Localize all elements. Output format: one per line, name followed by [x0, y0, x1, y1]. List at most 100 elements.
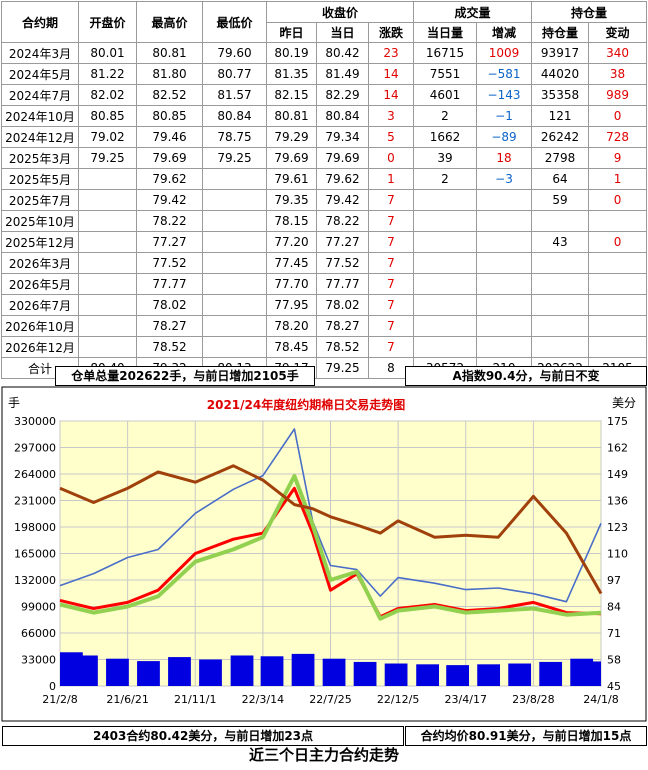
- cell-low: 80.84: [202, 105, 267, 127]
- header-oi: 持仓量: [531, 22, 590, 43]
- volume-bar: [353, 661, 377, 686]
- cell-oi: 44020: [531, 63, 590, 85]
- y-right-tick-label: 71: [607, 627, 621, 640]
- cell-high: 82.52: [136, 84, 203, 106]
- cell-volume-change: [475, 273, 533, 295]
- cell-contract: 2024年7月: [1, 84, 79, 106]
- cell-oi: [531, 336, 590, 358]
- header-volume: 当日量: [413, 22, 477, 43]
- cell-open: [78, 294, 137, 316]
- cell-high: 81.80: [136, 63, 203, 85]
- volume-bar: [106, 658, 129, 686]
- y-left-tick-label: 198000: [14, 521, 56, 534]
- cell-volume: 39: [413, 147, 477, 169]
- cell-change: 5: [368, 126, 414, 148]
- x-tick-label: 23/4/17: [445, 693, 487, 706]
- cell-high: 79.42: [136, 189, 203, 211]
- cell-volume: [413, 273, 477, 295]
- cell-low: [202, 189, 267, 211]
- cell-volume-change: [475, 294, 533, 316]
- cell-oi-change: [588, 252, 648, 274]
- cell-low: [202, 168, 267, 190]
- volume-bar: [322, 658, 346, 686]
- cell-settle: 82.29: [316, 84, 369, 106]
- header-contract: 合约期: [1, 1, 79, 43]
- bottom-caption: 近三个日主力合约走势: [248, 746, 399, 764]
- cell-open: [78, 336, 137, 358]
- x-tick-label: 21/6/21: [106, 693, 148, 706]
- cell-oi: 93917: [531, 42, 590, 64]
- x-tick-label: 22/12/5: [377, 693, 419, 706]
- cell-volume-change: [475, 231, 533, 253]
- cell-prev-settle: 77.95: [266, 294, 317, 316]
- cell-contract: 2024年5月: [1, 63, 79, 85]
- cell-settle: 77.77: [316, 273, 369, 295]
- cell-open: [78, 210, 137, 232]
- cell-prev-settle: 80.19: [266, 42, 317, 64]
- volume-bar: [75, 655, 98, 686]
- cell-oi-change: [588, 315, 648, 337]
- table-row: 2026年3月 77.52 77.45 77.52 7: [1, 252, 648, 274]
- table-row: 2025年10月 78.22 78.15 78.22 7: [1, 210, 648, 232]
- header-high: 最高价: [136, 1, 203, 43]
- y-right-tick-label: 58: [607, 654, 621, 667]
- cell-high: 78.52: [136, 336, 203, 358]
- cell-contract: 2026年12月: [1, 336, 79, 358]
- cell-volume-change: 18: [475, 147, 533, 169]
- a-index-note: A指数90.4分，与前日不变: [405, 366, 647, 386]
- y-left-tick-label: 66000: [21, 627, 56, 640]
- cell-high: 79.69: [136, 147, 203, 169]
- cell-contract: 2026年5月: [1, 273, 79, 295]
- volume-bar: [291, 653, 315, 686]
- cell-low: [202, 336, 267, 358]
- y-right-axis-label: 美分: [612, 396, 636, 410]
- cell-open: 80.85: [78, 105, 137, 127]
- cell-oi-change: 0: [588, 189, 648, 211]
- warehouse-note: 仓单总量202622手，与前日增加2105手: [55, 366, 315, 386]
- cell-oi: [531, 210, 590, 232]
- cell-contract: 2026年3月: [1, 252, 79, 274]
- cell-high: 80.85: [136, 105, 203, 127]
- header-low: 最低价: [202, 1, 267, 43]
- cell-oi-change: 9: [588, 147, 648, 169]
- cell-volume-change: −1: [475, 105, 533, 127]
- cell-oi-change: 1: [588, 168, 648, 190]
- cell-change: 7: [368, 294, 414, 316]
- cell-volume: [413, 231, 477, 253]
- cell-settle: 80.84: [316, 105, 369, 127]
- cell-oi-change: 989: [588, 84, 648, 106]
- cell-low: 78.75: [202, 126, 267, 148]
- cell-volume-change: [475, 189, 533, 211]
- header-prev-settle: 昨日: [266, 22, 317, 43]
- cell-low: [202, 294, 267, 316]
- table-row: 2025年7月 79.42 79.35 79.42 7 59 0: [1, 189, 648, 211]
- table-row: 2025年5月 79.62 79.61 79.62 1 2 −3 64 1: [1, 168, 648, 190]
- cell-low: 81.57: [202, 84, 267, 106]
- cell-high: 78.22: [136, 210, 203, 232]
- header-volume-change: 增减: [475, 22, 533, 43]
- cell-low: [202, 210, 267, 232]
- header-group-oi: 持仓量: [531, 1, 648, 23]
- average-price-line: [59, 474, 602, 621]
- cell-settle: 79.25: [316, 357, 369, 379]
- cell-settle: 79.62: [316, 168, 369, 190]
- y-right-tick-label: 110: [607, 548, 628, 561]
- cell-open: [78, 315, 137, 337]
- x-tick-label: 23/8/28: [512, 693, 554, 706]
- cell-oi: 59: [531, 189, 590, 211]
- cell-change: 0: [368, 147, 414, 169]
- y-left-tick-label: 330000: [14, 415, 56, 428]
- cell-volume: 4601: [413, 84, 477, 106]
- volume-bar: [508, 663, 532, 686]
- cell-prev-settle: 79.35: [266, 189, 317, 211]
- cell-prev-settle: 78.20: [266, 315, 317, 337]
- cell-open: [78, 231, 137, 253]
- cell-change: 7: [368, 273, 414, 295]
- cell-low: 79.60: [202, 42, 267, 64]
- cell-settle: 79.42: [316, 189, 369, 211]
- a-index-line: [59, 464, 603, 595]
- y-left-tick-label: 99000: [21, 601, 56, 614]
- y-left-tick-label: 231000: [14, 495, 56, 508]
- open-interest-line: [59, 428, 602, 603]
- cell-oi-change: 38: [588, 63, 648, 85]
